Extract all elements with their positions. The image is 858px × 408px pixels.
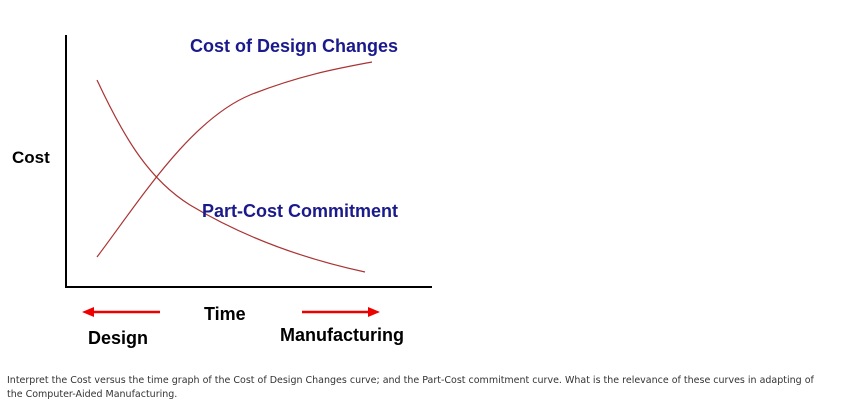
y-axis-label: Cost bbox=[12, 148, 50, 167]
caption-line: Interpret the Cost versus the time graph… bbox=[7, 375, 815, 386]
arrowhead bbox=[368, 307, 380, 317]
arrowhead bbox=[82, 307, 94, 317]
x-axis-label: Time bbox=[204, 304, 246, 324]
curve-label: Part-Cost Commitment bbox=[202, 201, 398, 221]
part-cost-curve bbox=[96, 79, 366, 273]
design-change-curve bbox=[96, 61, 373, 258]
phase-label: Design bbox=[88, 328, 148, 348]
phase-label: Manufacturing bbox=[280, 325, 404, 345]
caption-line: the Computer-Aided Manufacturing. bbox=[7, 389, 177, 400]
curve-label: Cost of Design Changes bbox=[190, 36, 398, 56]
